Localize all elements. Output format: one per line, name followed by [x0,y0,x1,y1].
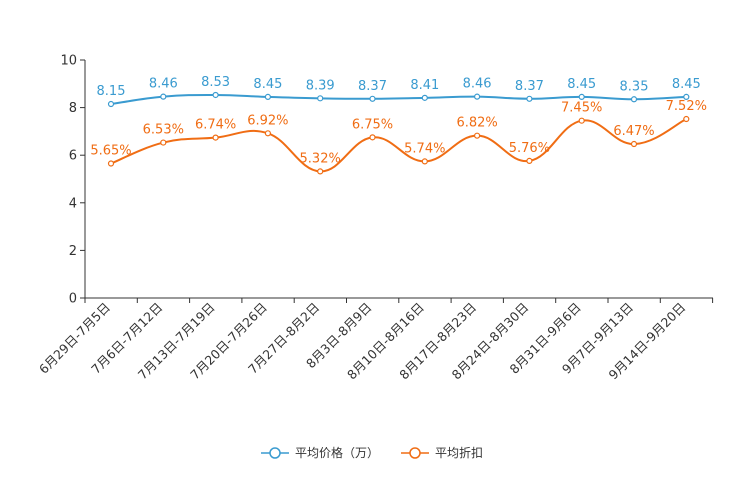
data-point [369,134,376,141]
data-label: 8.41 [410,78,439,93]
legend-item-discount[interactable]: 平均折扣 [401,444,483,461]
y-tick-label: 0 [69,292,77,307]
data-point [369,95,376,102]
series-line-0 [110,93,687,106]
data-point [212,91,219,99]
data-point [526,95,533,102]
y-tick-label: 2 [69,244,77,259]
data-point [421,94,428,101]
y-tick-label: 6 [69,149,77,164]
data-label: 8.45 [672,77,701,92]
data-point [474,93,481,100]
legend-line-circle-icon [401,446,429,459]
data-point [264,130,271,137]
data-point [474,132,481,139]
legend-label-price: 平均价格（万） [294,446,379,460]
data-label: 6.53% [143,123,184,138]
data-label: 6.47% [613,124,654,139]
data-label: 7.45% [561,101,602,116]
data-point [264,93,271,100]
data-label: 5.65% [90,144,131,159]
data-label: 5.32% [300,151,341,166]
data-point [683,115,690,123]
data-label: 5.76% [509,141,550,156]
data-label: 8.46 [463,77,492,92]
data-label: 8.35 [620,79,649,94]
data-label: 6.92% [247,113,288,128]
axes: 02468106月29日-7月5日7月6日-7月12日7月13日-7月19日7月… [36,54,714,382]
data-point [630,96,638,103]
data-label: 8.53 [201,75,230,90]
data-label: 6.75% [352,117,393,132]
y-tick-label: 10 [60,54,77,69]
data-label: 7.52% [666,99,707,114]
data-label: 8.45 [567,77,596,92]
data-point [107,100,115,108]
data-point [160,93,167,100]
data-point [212,134,219,141]
data-point [630,140,638,148]
line-chart: 02468106月29日-7月5日7月6日-7月12日7月13日-7月19日7月… [36,54,714,382]
data-label: 8.37 [358,79,387,94]
data-point [578,117,585,124]
legend-item-price[interactable]: 平均价格（万） [260,444,379,461]
data-point [683,93,690,100]
data-label: 8.37 [515,79,544,94]
y-tick-label: 4 [69,196,77,211]
data-point [317,168,324,175]
data-point [578,93,585,100]
data-label: 8.45 [253,77,282,92]
legend: 平均价格（万） 平均折扣 [0,444,744,461]
data-point [421,158,428,165]
legend-line-circle-icon [260,446,289,459]
data-label: 5.74% [404,141,445,156]
data-label: 8.39 [306,78,335,93]
series-layer [107,91,690,175]
data-label: 8.46 [149,77,178,92]
data-point [526,157,533,165]
data-label: 6.82% [456,116,497,131]
data-labels: 8.15 8.46 8.53 8.45 8.39 8.37 8.41 8.46 8.37 8.45… [90,75,707,166]
data-point [160,139,167,146]
data-point [107,160,115,167]
y-tick-label: 8 [69,101,77,116]
data-point [317,95,324,102]
data-label: 6.74% [195,118,236,133]
legend-label-discount: 平均折扣 [435,446,484,460]
data-label: 8.15 [97,84,126,99]
